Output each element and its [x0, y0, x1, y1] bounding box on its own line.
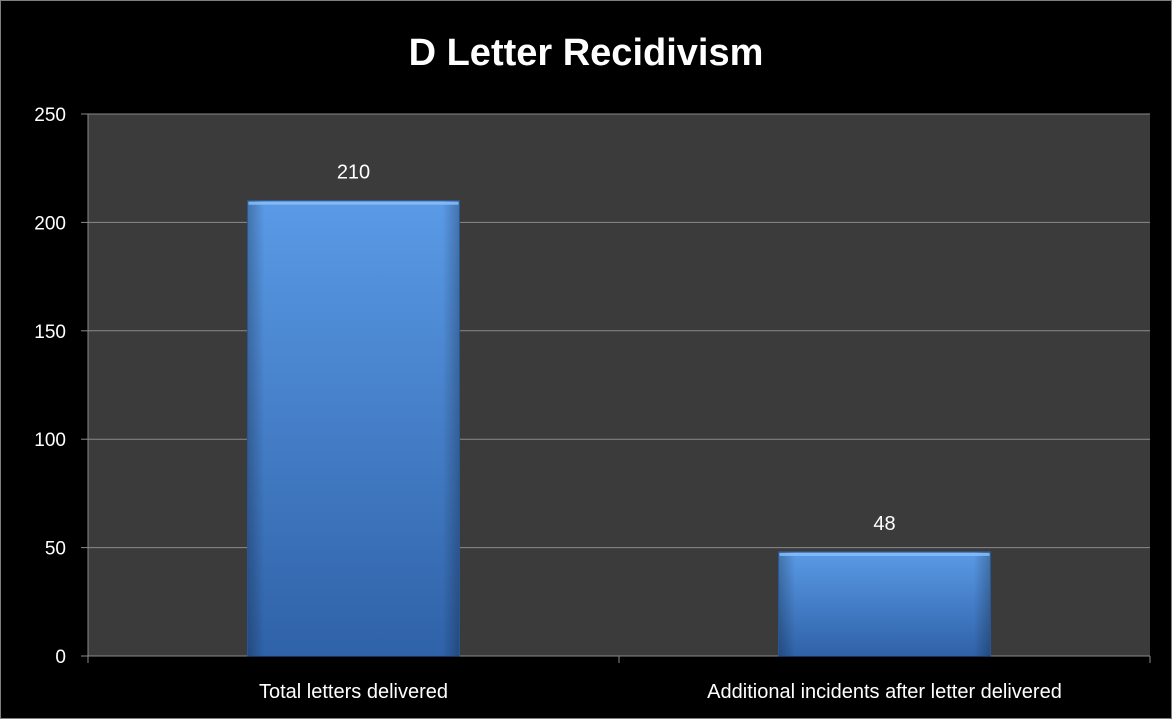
bar-highlight	[779, 552, 990, 556]
y-tick-label: 250	[34, 105, 66, 126]
bar-highlight	[248, 201, 459, 205]
bar-shading	[778, 551, 991, 656]
y-tick-label: 0	[55, 647, 66, 668]
data-label: 210	[337, 162, 370, 184]
x-category-label: Additional incidents after letter delive…	[707, 681, 1062, 703]
x-category-label: Total letters delivered	[259, 681, 448, 703]
y-tick-label: 100	[34, 430, 66, 451]
y-tick-label: 50	[45, 539, 66, 560]
chart-title: D Letter Recidivism	[408, 32, 764, 74]
bar-shading	[247, 200, 460, 656]
y-tick-label: 200	[34, 213, 66, 234]
data-label: 48	[873, 513, 895, 535]
y-tick-label: 150	[34, 322, 66, 343]
